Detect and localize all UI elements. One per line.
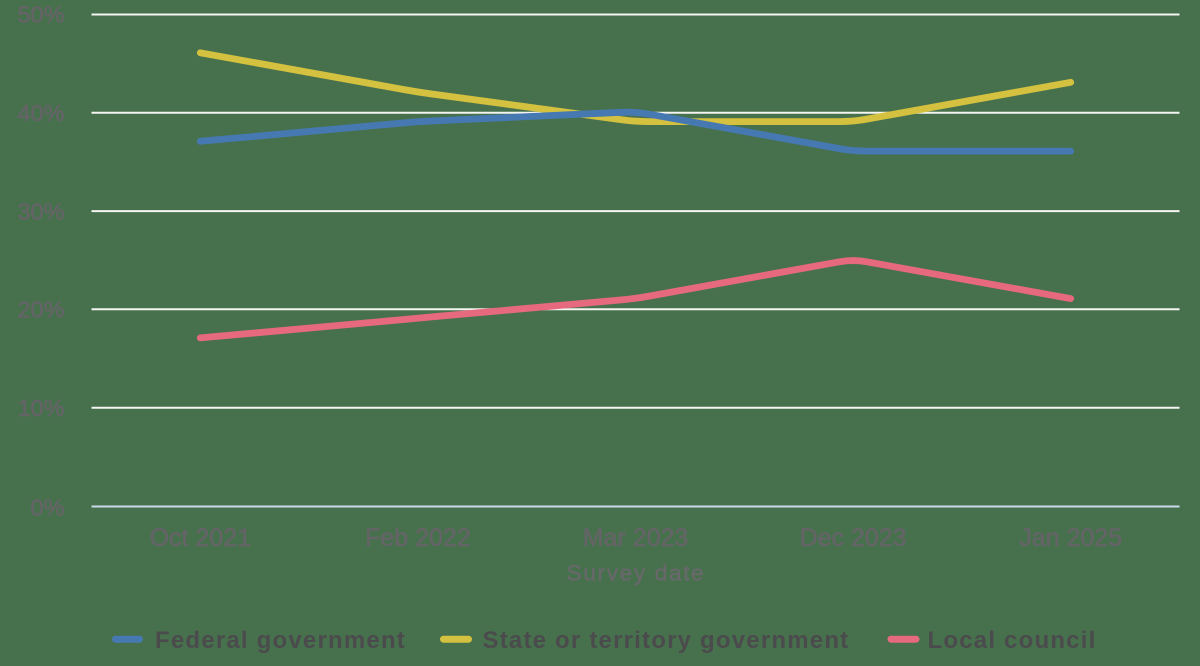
svg-text:Jan 2025: Jan 2025	[1019, 524, 1122, 552]
svg-text:Oct 2021: Oct 2021	[150, 524, 251, 552]
svg-text:30%: 30%	[17, 198, 64, 224]
svg-text:Local council: Local council	[928, 627, 1097, 654]
svg-text:Mar 2023: Mar 2023	[583, 524, 689, 552]
svg-text:State or territory government: State or territory government	[483, 627, 850, 654]
svg-text:0%: 0%	[31, 495, 65, 521]
svg-text:20%: 20%	[17, 297, 64, 323]
svg-text:Dec 2023: Dec 2023	[800, 524, 907, 552]
svg-text:Feb 2022: Feb 2022	[365, 524, 471, 552]
svg-text:50%: 50%	[17, 2, 64, 28]
svg-text:10%: 10%	[17, 395, 64, 421]
svg-text:40%: 40%	[17, 100, 64, 126]
svg-text:Federal government: Federal government	[155, 627, 406, 654]
svg-text:Survey date: Survey date	[567, 561, 706, 586]
